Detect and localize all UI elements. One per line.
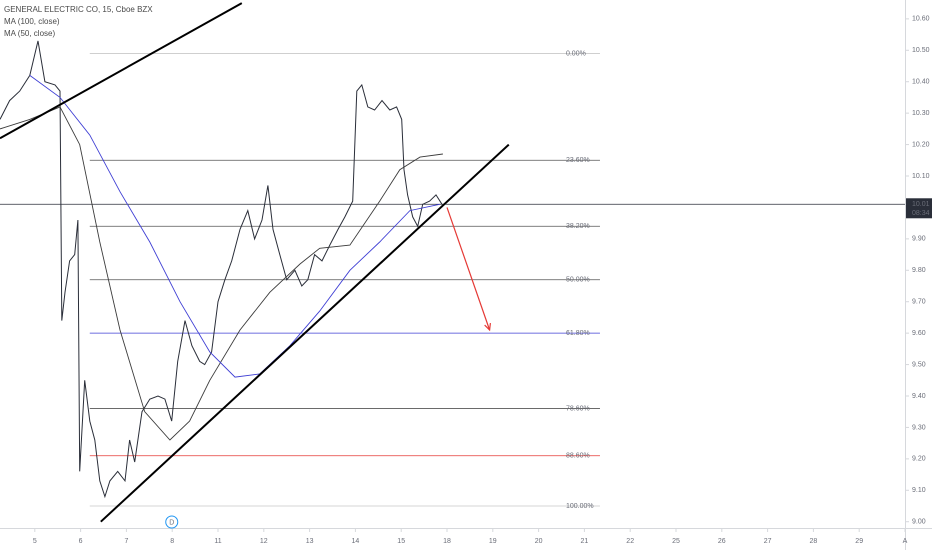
y-tick-label: 10.20	[912, 141, 930, 148]
x-tick-label: A	[903, 538, 908, 545]
x-tick-label: 8	[170, 538, 174, 545]
y-tick-label: 10.30	[912, 110, 930, 117]
last-price-box	[906, 198, 932, 219]
y-tick-label: 10.40	[912, 79, 930, 86]
x-tick-label: 7	[124, 538, 128, 545]
dividend-marker	[165, 515, 179, 529]
x-tick-label: 14	[352, 538, 360, 545]
x-tick-label: 22	[626, 538, 634, 545]
countdown-label: 08:34	[912, 210, 930, 217]
legend-entry: MA (50, close)	[4, 29, 55, 38]
price-line	[0, 40, 443, 499]
x-tick-label: 27	[764, 538, 772, 545]
x-tick-label: 20	[535, 538, 543, 545]
x-tick-label: 28	[810, 538, 818, 545]
y-tick-label: 10.50	[912, 47, 930, 54]
fib-label: 61.80%	[566, 330, 590, 337]
y-tick-label: 9.40	[912, 393, 926, 400]
moving-average	[0, 106, 443, 441]
fib-label: 38.20%	[566, 223, 590, 230]
plot-area: 0.00% 23.60% 38.20% 50.00% 61.80% 78.60% 88.60…	[0, 2, 905, 523]
x-tick-label: 12	[260, 538, 268, 545]
x-tick-label: 15	[397, 538, 405, 545]
x-tick-label: 11	[214, 538, 221, 545]
fib-label: 50.00%	[566, 277, 590, 284]
fib-label: 23.60%	[566, 157, 590, 164]
arrow	[446, 207, 491, 331]
y-tick-label: 9.90	[912, 236, 926, 243]
y-tick-label: 9.70	[912, 299, 926, 306]
y-tick-label: 9.00	[912, 519, 926, 526]
trendline	[100, 143, 510, 523]
x-tick-label: 13	[306, 538, 314, 545]
legend-entry: MA (100, close)	[4, 17, 60, 26]
dividend-label: D	[169, 519, 174, 526]
x-tick-label: 19	[489, 538, 497, 545]
x-tick-label: 25	[672, 538, 680, 545]
x-tick-label: 29	[855, 538, 863, 545]
y-tick-label: 9.80	[912, 267, 926, 274]
y-tick-label: 10.10	[912, 173, 930, 180]
y-tick-label: 9.20	[912, 456, 926, 463]
y-tick-label: 9.60	[912, 330, 926, 337]
y-tick-label: 9.50	[912, 361, 926, 368]
y-tick-label: 10.60	[912, 16, 930, 23]
y-tick-label: 9.30	[912, 424, 926, 431]
arrow-head	[484, 322, 492, 332]
chart-title: GENERAL ELECTRIC CO, 15, Cboe BZX	[4, 5, 153, 14]
x-tick-label: 5	[33, 538, 37, 545]
fib-label: 88.60%	[566, 453, 590, 460]
fib-label: 100.00%	[566, 503, 594, 510]
trendline	[0, 2, 243, 140]
last-price-label: 10.01	[912, 201, 930, 208]
x-tick-label: 6	[79, 538, 83, 545]
moving-average	[29, 75, 440, 378]
x-tick-label: 26	[718, 538, 726, 545]
fib-label: 0.00%	[566, 50, 586, 57]
y-tick-label: 9.10	[912, 487, 926, 494]
x-tick-label: 21	[581, 538, 589, 545]
fib-label: 78.60%	[566, 405, 590, 412]
x-tick-label: 18	[443, 538, 451, 545]
